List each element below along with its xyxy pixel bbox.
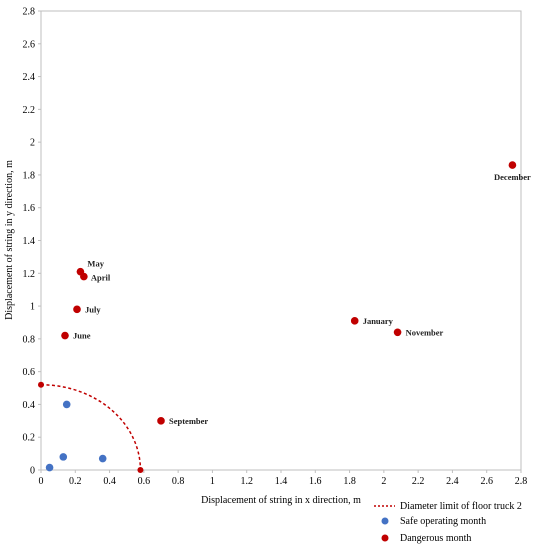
x-tick-label: 0	[39, 476, 44, 487]
x-tick-label: 2.2	[412, 476, 425, 487]
plot-area	[40, 10, 522, 471]
x-tick-label: 1.8	[343, 476, 356, 487]
dangerous-month-point	[61, 331, 69, 340]
y-tick-label: 0.8	[23, 334, 36, 345]
safe-month-point	[98, 454, 107, 463]
y-tick-label: 0.4	[23, 400, 36, 411]
dangerous-month-point	[508, 161, 517, 169]
y-tick-label: 2.6	[23, 39, 36, 50]
point-label-december: December	[494, 172, 531, 182]
point-label-july: July	[85, 304, 101, 314]
x-tick-label: 2.8	[515, 476, 528, 487]
y-tick-label: 2.2	[23, 105, 36, 116]
dangerous-month-point	[157, 417, 165, 425]
legend-label-limit: Diameter limit of floor truck 2	[400, 501, 522, 512]
y-tick-label: 2.4	[23, 72, 36, 83]
limit-arc-endpoint	[38, 381, 44, 388]
y-axis-label: Displacement of string in y direction, m	[4, 160, 15, 320]
safe-month-point	[59, 453, 68, 461]
x-tick-label: 2	[381, 476, 386, 487]
safe-month-point	[45, 463, 54, 472]
legend-blue-dot-icon	[381, 517, 389, 525]
y-tick-label: 0	[30, 466, 35, 477]
legend-item-dangerous: Dangerous month	[381, 533, 471, 544]
x-tick-label: 2.6	[480, 476, 493, 487]
y-tick-label: 1.6	[23, 203, 36, 214]
x-axis-label: Displacement of string in x direction, m	[201, 495, 361, 506]
safe-month-point	[62, 400, 71, 409]
limit-arc	[40, 384, 142, 471]
x-tick-label: 1.2	[240, 476, 253, 487]
series-layer: May April July June September January November…	[38, 161, 531, 473]
point-label-november: November	[406, 327, 444, 337]
x-tick-label: 1.4	[275, 476, 288, 487]
point-label-january: January	[363, 316, 394, 326]
y-tick-label: 0.2	[23, 433, 36, 444]
legend-label-safe: Safe operating month	[400, 516, 486, 527]
dangerous-month-point	[350, 317, 359, 325]
dangerous-month-point	[80, 272, 88, 281]
x-tick-label: 0.4	[103, 476, 116, 487]
x-tick-label: 2.4	[446, 476, 459, 487]
x-tick-label: 1.6	[309, 476, 322, 487]
legend-label-dangerous: Dangerous month	[400, 533, 471, 544]
x-axis-ticks: 0 0.2 0.4 0.6 0.8 1 1.2 1.4 1.6 1.8 2 2.2 2.4 2.6 2.8	[39, 470, 528, 487]
limit-arc-endpoint	[137, 467, 144, 473]
y-tick-label: 2.8	[23, 7, 36, 18]
y-axis-ticks: 0 0.2 0.4 0.6 0.8 1 1.2 1.4 1.6 1.8 2 2.2 2.4 2.6 2.8	[23, 7, 41, 477]
y-tick-label: 1	[30, 302, 35, 313]
point-label-april: April	[91, 273, 111, 283]
point-label-september: September	[169, 416, 208, 426]
legend-item-limit: Diameter limit of floor truck 2	[374, 501, 522, 512]
y-tick-label: 1.4	[23, 236, 36, 247]
y-tick-label: 2	[30, 138, 35, 149]
point-label-may: May	[87, 259, 104, 269]
x-tick-label: 0.2	[69, 476, 82, 487]
y-tick-label: 0.6	[23, 367, 36, 378]
dangerous-month-point	[73, 305, 81, 314]
legend: Diameter limit of floor truck 2 Safe ope…	[374, 501, 522, 544]
legend-red-dot-icon	[381, 534, 389, 542]
y-tick-label: 1.8	[23, 170, 36, 181]
y-tick-label: 1.2	[23, 269, 36, 280]
x-tick-label: 0.6	[138, 476, 151, 487]
x-tick-label: 0.8	[172, 476, 185, 487]
x-tick-label: 1	[210, 476, 215, 487]
dangerous-month-point	[393, 328, 402, 337]
legend-item-safe: Safe operating month	[381, 516, 486, 527]
point-label-june: June	[73, 331, 91, 341]
